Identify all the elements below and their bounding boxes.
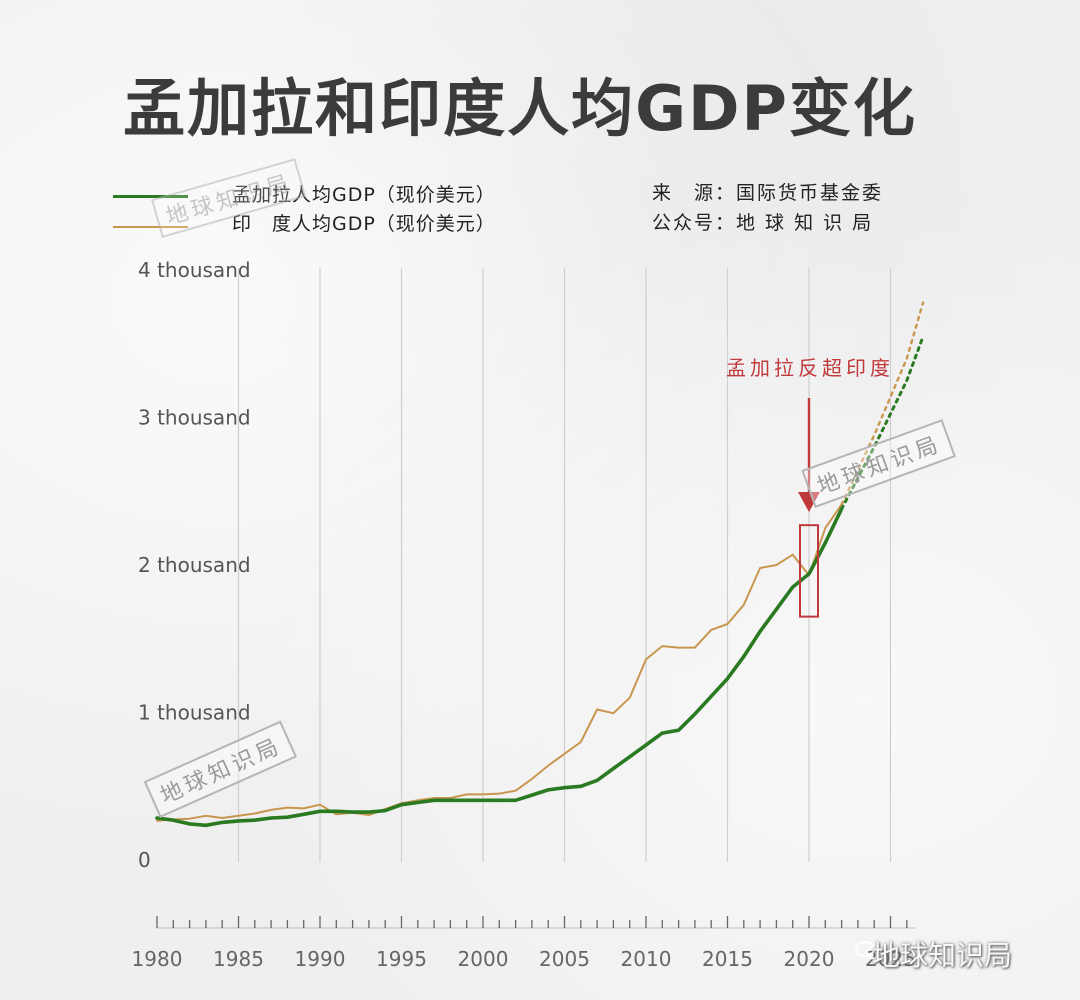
annotation-arrow-head bbox=[798, 492, 820, 512]
annotation-layer: 孟加拉反超印度 bbox=[726, 356, 894, 618]
y-tick-label: 1 thousand bbox=[138, 701, 251, 725]
legend-label-india: 印 度人均GDP（现价美元） bbox=[232, 213, 496, 235]
grid-layer bbox=[237, 268, 892, 862]
x-tick-label: 2010 bbox=[621, 947, 672, 971]
x-tick-label: 1995 bbox=[376, 947, 427, 971]
y-tick-label: 2 thousand bbox=[138, 553, 251, 577]
legend-swatch-india bbox=[113, 226, 188, 228]
y-tick-label: 0 bbox=[138, 848, 151, 872]
y-tick-label: 3 thousand bbox=[138, 406, 251, 430]
y-tick-label: 4 thousand bbox=[138, 258, 251, 282]
x-tick-label: 1990 bbox=[295, 947, 346, 971]
x-tick-label: 2000 bbox=[458, 947, 509, 971]
legend-swatch-bangladesh bbox=[113, 195, 188, 198]
x-axis-layer: 1980 1985 1990 1995 2000 2005 2010 2015 2020 2025 bbox=[132, 916, 916, 971]
legend-label-bangladesh: 孟加拉人均GDP（现价美元） bbox=[232, 184, 496, 206]
x-tick-label: 2005 bbox=[539, 947, 590, 971]
x-tick-label: 2015 bbox=[702, 947, 753, 971]
bangladesh-projection-line bbox=[840, 334, 925, 511]
account-line: 公众号：地 球 知 识 局 bbox=[652, 212, 874, 234]
y-tick-layer: 0 1 thousand 2 thousand 3 thousand 4 thousan… bbox=[138, 258, 251, 872]
india-series-line bbox=[156, 503, 843, 822]
bangladesh-series-line bbox=[155, 507, 844, 828]
x-tick-label: 2020 bbox=[784, 947, 835, 971]
wechat-icon bbox=[855, 941, 882, 960]
x-tick-label: 1980 bbox=[132, 947, 183, 971]
x-tick-label: 1985 bbox=[213, 947, 264, 971]
source-line: 来 源：国际货币基金委 bbox=[652, 182, 884, 204]
highlight-box bbox=[799, 524, 819, 618]
series-layer bbox=[155, 301, 925, 828]
page-title: 孟加拉和印度人均GDP变化 bbox=[123, 72, 917, 145]
annotation-label: 孟加拉反超印度 bbox=[726, 356, 894, 380]
brand-label: 地球知识局 bbox=[872, 939, 1013, 972]
